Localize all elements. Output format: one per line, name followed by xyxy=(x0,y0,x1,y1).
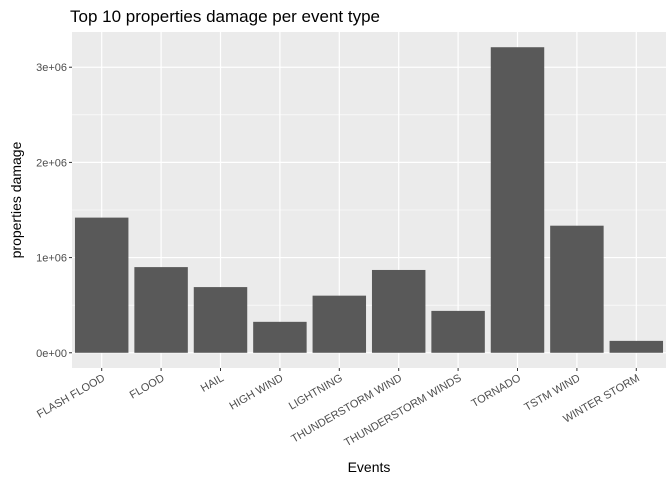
bar xyxy=(312,295,367,353)
bar xyxy=(550,225,604,353)
bar xyxy=(609,340,664,353)
x-tick-label: FLOOD xyxy=(128,372,167,401)
chart-title: Top 10 properties damage per event type xyxy=(70,7,380,26)
x-tick-label: LIGHTNING xyxy=(287,372,345,412)
x-axis: FLASH FLOOD FLOOD HAIL HIGH WIND LIGHTNINGTH… xyxy=(35,368,642,449)
y-tick-label: 3e+06 xyxy=(36,62,67,74)
x-tick-label: THUNDERSTORM WINDS xyxy=(342,372,463,449)
x-tick-label: TORNADO xyxy=(470,372,524,410)
y-axis: 0e+00 1e+06 2e+06 3e+06 xyxy=(36,62,72,360)
bars xyxy=(74,47,664,353)
y-tick-label: 1e+06 xyxy=(36,253,67,265)
y-tick-label: 0e+00 xyxy=(36,348,67,360)
x-tick-label: HIGH WIND xyxy=(228,372,286,412)
bar xyxy=(74,217,129,353)
bar xyxy=(134,267,188,353)
x-tick-label: THUNDERSTORM WIND xyxy=(289,372,404,445)
bar xyxy=(371,269,426,353)
y-tick-label: 2e+06 xyxy=(36,157,67,169)
x-tick-label: FLASH FLOOD xyxy=(35,372,107,421)
bar xyxy=(193,287,248,353)
bar xyxy=(490,47,545,353)
y-axis-title: properties damage xyxy=(8,141,24,258)
x-axis-title: Events xyxy=(348,459,391,475)
bar xyxy=(253,321,307,353)
x-tick-label: HAIL xyxy=(199,372,226,395)
bar xyxy=(431,310,485,353)
